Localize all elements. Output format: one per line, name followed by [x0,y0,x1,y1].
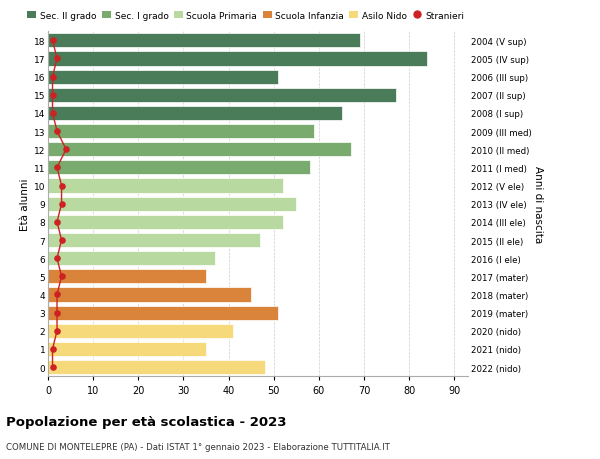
Point [52,164,62,172]
Bar [48,288,251,302]
Point [52,309,62,317]
Bar [48,89,396,103]
Point [52,128,62,135]
Y-axis label: Età alunni: Età alunni [20,178,29,230]
Point [48,346,58,353]
Bar [48,179,283,193]
Y-axis label: Anni di nascita: Anni di nascita [533,166,542,243]
Point [48,38,58,45]
Bar [48,269,206,284]
Point [52,56,62,63]
Point [48,110,58,118]
Bar [48,306,278,320]
Point [48,92,58,99]
Bar [48,324,233,338]
Point [52,291,62,298]
Legend: Sec. II grado, Sec. I grado, Scuola Primaria, Scuola Infanzia, Asilo Nido, Stran: Sec. II grado, Sec. I grado, Scuola Prim… [28,12,464,21]
Point [52,218,62,226]
Text: Popolazione per età scolastica - 2023: Popolazione per età scolastica - 2023 [6,415,287,428]
Bar [48,197,296,211]
Point [61,146,71,154]
Bar [48,342,206,356]
Text: COMUNE DI MONTELEPRE (PA) - Dati ISTAT 1° gennaio 2023 - Elaborazione TUTTITALIA: COMUNE DI MONTELEPRE (PA) - Dati ISTAT 1… [6,442,390,451]
Bar [48,161,310,175]
Bar [48,215,283,230]
Point [48,364,58,371]
Bar [48,125,314,139]
Point [48,74,58,81]
Bar [48,143,350,157]
Bar [48,360,265,375]
Bar [48,252,215,266]
Bar [48,234,260,247]
Bar [48,70,278,84]
Point [57,183,67,190]
Bar [48,52,427,67]
Point [57,273,67,280]
Point [52,327,62,335]
Point [57,237,67,244]
Point [57,201,67,208]
Bar [48,34,359,48]
Bar [48,106,341,121]
Point [52,255,62,262]
